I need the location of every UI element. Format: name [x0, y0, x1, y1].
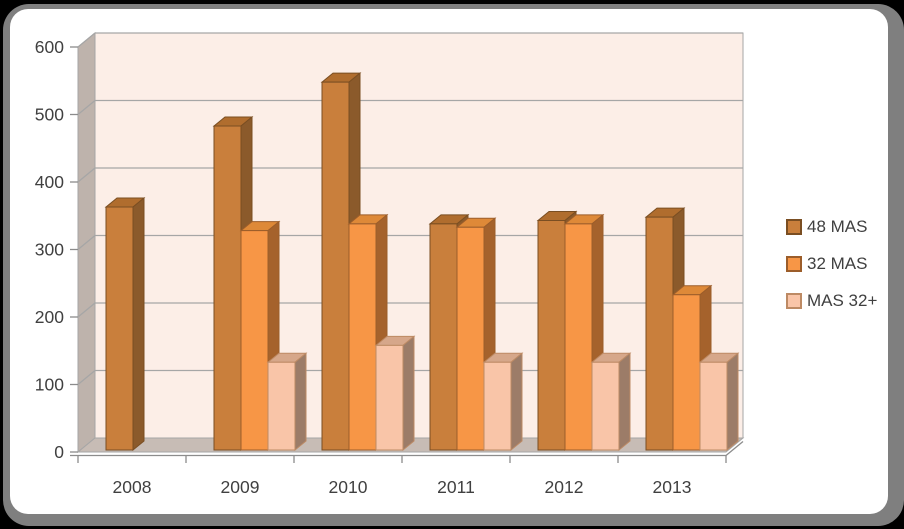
x-category-label: 2010 [329, 477, 368, 497]
bar-2011-mas-32- [482, 352, 524, 452]
bar-2009-mas-32- [266, 352, 308, 452]
y-tick-label: 600 [35, 37, 64, 57]
y-tick-label: 100 [35, 375, 64, 395]
gridline-stub [77, 167, 96, 183]
x-category-label: 2009 [221, 477, 260, 497]
chart-legend: 48 MAS 32 MAS MAS 32+ [786, 218, 877, 309]
bar-2008-48-mas [104, 196, 146, 452]
gridline-stub [77, 369, 96, 386]
legend-label-48-mas: 48 MAS [807, 217, 868, 236]
legend-item-32-mas: 32 MAS [786, 255, 877, 272]
legend-item-mas-32-plus: MAS 32+ [786, 292, 877, 309]
y-tick-label: 500 [35, 105, 64, 125]
x-category-label: 2011 [437, 477, 475, 497]
legend-label-mas-32-plus: MAS 32+ [807, 291, 878, 310]
bar-2010-mas-32- [374, 335, 416, 452]
gridline-stub [77, 302, 96, 318]
bar-2013-mas-32- [698, 352, 740, 452]
legend-swatch-48-mas [786, 218, 802, 235]
x-category-label: 2012 [545, 477, 584, 497]
x-category-label: 2013 [653, 477, 692, 497]
x-category-label: 2008 [113, 477, 152, 497]
y-tick-label: 300 [35, 240, 64, 260]
gridline-stub [77, 32, 96, 48]
legend-swatch-32-mas [786, 255, 802, 272]
legend-label-32-mas: 32 MAS [807, 254, 868, 273]
gridline-stub [77, 99, 96, 116]
x-axis-depth-line [725, 440, 744, 457]
legend-swatch-mas-32-plus [786, 292, 802, 309]
legend-item-48-mas: 48 MAS [786, 218, 877, 235]
y-tick-label: 400 [35, 172, 64, 192]
gridline-stub [77, 234, 96, 251]
y-tick-label: 200 [35, 307, 64, 327]
bar-2012-mas-32- [590, 352, 632, 452]
y-tick-label: 0 [54, 442, 64, 462]
